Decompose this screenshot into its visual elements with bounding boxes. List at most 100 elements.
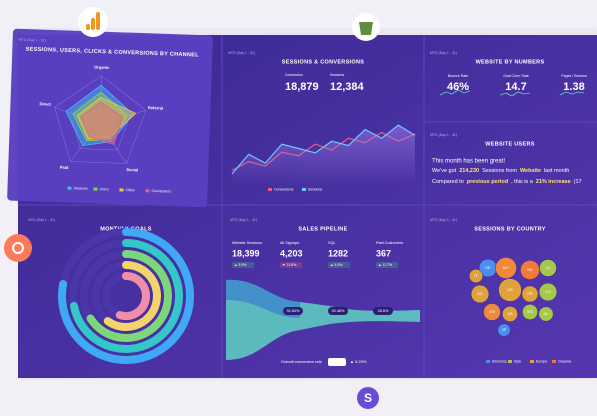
stage-label: All Signups [280, 241, 299, 245]
radar-axis [70, 123, 100, 162]
phrase: Website [520, 168, 541, 174]
phrase: previous period [467, 179, 508, 185]
rate: 30.48% [332, 309, 346, 313]
stage-value: 367 [376, 248, 391, 258]
bubble-label: CN [489, 309, 495, 314]
rate: 32.84% [287, 309, 301, 313]
stage-value: 18,399 [232, 248, 260, 258]
phrase: We've got [432, 168, 457, 174]
badge [376, 262, 398, 268]
period: MTD (Day 1 - 31) [430, 218, 457, 222]
kpi-label: Sessions [330, 73, 344, 77]
bubble [497, 323, 511, 337]
ring [69, 239, 183, 353]
analytics-logo [86, 12, 100, 30]
rate-pill [373, 307, 393, 315]
hubspot-logo [12, 242, 24, 254]
radar-area [80, 101, 124, 145]
bubble-label: NL [543, 311, 549, 316]
legend-label: Clicks [125, 188, 135, 192]
bubble [483, 303, 501, 321]
bubble-label: US [507, 287, 513, 292]
badge [328, 262, 350, 268]
legend-swatch [530, 360, 534, 363]
legend-swatch [268, 188, 272, 191]
bubble [538, 306, 554, 322]
axis-label: Direct [40, 101, 52, 106]
bubble-label: IT [474, 273, 478, 278]
radar-axis [99, 123, 127, 164]
panel-title: SESSIONS BY COUNTRY [474, 226, 545, 232]
bubble-label: DE [485, 265, 491, 270]
phrase: (17 [574, 179, 582, 185]
bubble [498, 278, 522, 302]
panel-title: WEBSITE BY NUMBERS [476, 59, 545, 65]
phrase: Sessions from [482, 168, 517, 174]
legend-label: Oceania [558, 359, 571, 363]
metric-label: Bounce Rate [448, 74, 468, 78]
rate-pill [283, 307, 303, 315]
kpi-value: 18,879 [285, 81, 319, 93]
phrase: Compared to [432, 179, 464, 185]
radar-grid [84, 107, 116, 138]
legend-label: Conversions [151, 189, 171, 194]
bubble [522, 304, 538, 320]
bubble [502, 306, 518, 322]
badge [280, 262, 302, 268]
period: MTD (Day 1 - 31) [28, 218, 55, 222]
legend-swatch [302, 188, 306, 191]
legend-label: Americas [492, 359, 507, 363]
bubble [468, 268, 484, 284]
bubble [521, 285, 539, 303]
rate-pill [328, 307, 348, 315]
metric-label: Goal Conv. Rate [503, 74, 529, 78]
axis-label: Social [126, 167, 138, 172]
panel-title: SALES PIPELINE [298, 226, 347, 232]
metric-value: 1.38 [563, 81, 584, 93]
period: MTD (Day 1 - 31) [430, 133, 457, 137]
radar-area [76, 96, 137, 140]
legend-label: Conversions [274, 187, 294, 191]
metric-value: 14.7 [505, 81, 526, 93]
s-letter: S [364, 391, 372, 405]
stage-change: ▲ 9.3% [330, 263, 342, 267]
radar-grid [54, 75, 147, 164]
kpi-label: Conversion [285, 73, 303, 77]
period: MTD (Day 1 - 31) [430, 51, 457, 55]
phrase: 214,230 [459, 168, 479, 174]
stage-value: 1282 [328, 248, 348, 258]
phrase: last month [544, 168, 569, 174]
stage-label: Website Sessions [232, 241, 262, 245]
axis-label: Organic [94, 64, 110, 70]
radar-card: MTD (Day 1 - 31)SESSIONS, USERS, CLICKS … [7, 28, 213, 208]
bubble [495, 257, 517, 279]
phrase: 21% increase [536, 179, 571, 185]
radar-grid [69, 91, 131, 151]
overall-change: ▲ 5.29% [350, 359, 367, 364]
stage-label: SQL [328, 241, 336, 245]
sparklines [439, 89, 585, 97]
bubble [538, 282, 558, 302]
ring [58, 228, 194, 364]
rate-pill [328, 358, 346, 366]
sentence: This month has been great! [432, 159, 505, 165]
legend-swatch [145, 189, 150, 193]
period: MTD (Day 1 - 31) [230, 218, 257, 222]
stage-value: 4,203 [280, 248, 303, 258]
rate: 28.6% [378, 309, 389, 313]
axis-label: Referral [148, 105, 163, 111]
legend-swatch [119, 188, 124, 192]
overall-label: Overall conversion rate [281, 359, 323, 364]
radar-axis [99, 75, 102, 124]
legend-swatch [67, 186, 72, 190]
kpi-value: 12,384 [330, 81, 365, 93]
legend-label: Europe [536, 359, 547, 363]
stage-change: ▼ 21.8% [282, 263, 296, 267]
ring [86, 250, 172, 342]
bubble-label: MY [503, 265, 509, 270]
bubble [470, 284, 490, 304]
overall-value: 1.99% [331, 359, 344, 364]
bubble-label: FR [527, 291, 532, 296]
stage-change: ▲ 11.7% [378, 263, 392, 267]
